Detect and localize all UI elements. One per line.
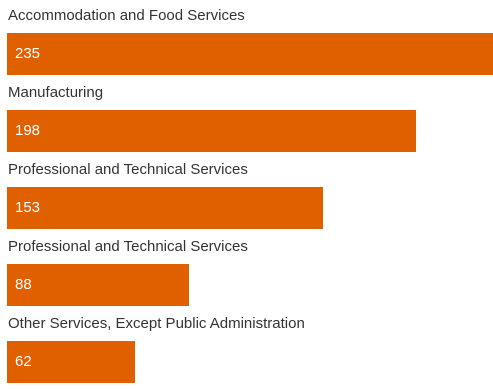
value-label: 153	[15, 199, 41, 216]
value-label: 88	[15, 276, 32, 293]
bar: 88	[7, 264, 189, 306]
bar-chart: Accommodation and Food Services 235 Manufa…	[0, 3, 493, 383]
bar-row: Professional and Technical Services 88	[0, 234, 493, 312]
bar-row: Other Services, Except Public Administra…	[0, 311, 493, 389]
bar-row: Manufacturing 198	[0, 80, 493, 158]
bar: 235	[7, 33, 493, 75]
category-label: Professional and Technical Services	[8, 161, 248, 178]
value-label: 235	[15, 45, 41, 62]
bar: 153	[7, 187, 323, 229]
bar-row: Accommodation and Food Services 235	[0, 3, 493, 81]
value-label: 62	[15, 353, 32, 370]
category-label: Professional and Technical Services	[8, 238, 248, 255]
bar: 198	[7, 110, 416, 152]
value-label: 198	[15, 122, 41, 139]
category-label: Other Services, Except Public Administra…	[8, 315, 305, 332]
bar-row: Professional and Technical Services 153	[0, 157, 493, 235]
category-label: Accommodation and Food Services	[8, 7, 245, 24]
category-label: Manufacturing	[8, 84, 104, 101]
bar: 62	[7, 341, 135, 383]
